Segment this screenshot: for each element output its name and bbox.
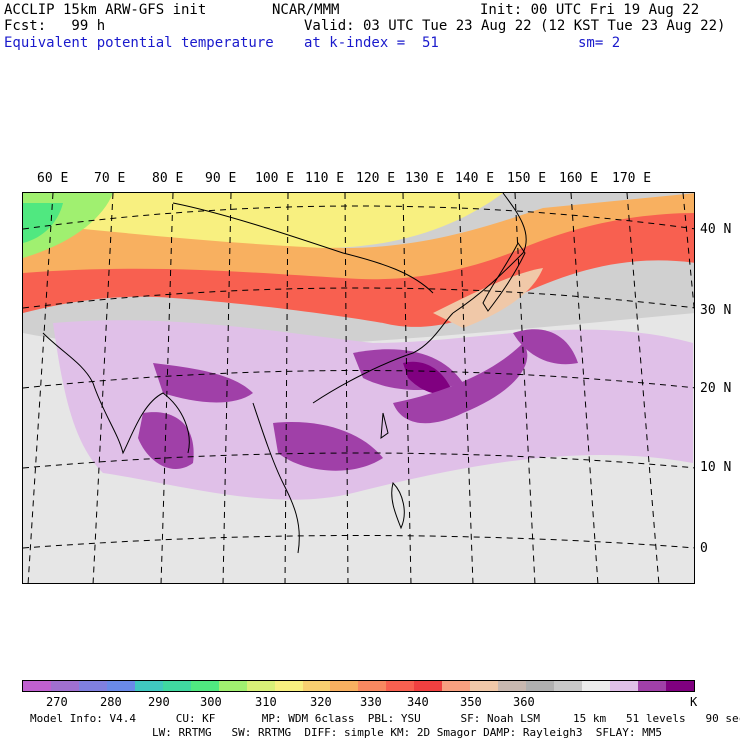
colorbar-swatch: [106, 681, 135, 691]
dark-purple-patch: [403, 361, 453, 395]
colorbar-swatch: [665, 681, 694, 691]
india-coast: [42, 332, 190, 455]
colorbar-swatch: [386, 681, 415, 691]
colorbar-swatch: [330, 681, 359, 691]
purple-patch-5: [393, 343, 528, 424]
level-info: at k-index = 51: [304, 35, 439, 51]
colorbar-unit: K: [690, 695, 698, 709]
colorbar-swatch: [582, 681, 611, 691]
mongolia-border: [172, 202, 434, 294]
org-label: NCAR/MMM: [272, 2, 340, 18]
colorbar-tick: 310: [255, 695, 277, 709]
colorbar-swatch: [162, 681, 191, 691]
philippines-outline: [391, 482, 405, 530]
lat-label: 10 N: [700, 460, 732, 475]
colorbar-swatch: [190, 681, 219, 691]
lon-label: 130 E: [405, 171, 445, 186]
japan-outline: [482, 242, 526, 312]
lon-label: 90 E: [205, 171, 237, 186]
init-time: Init: 00 UTC Fri 19 Aug 22: [480, 2, 700, 18]
colorbar-swatch: [358, 681, 387, 691]
purple-patch-1: [153, 363, 253, 403]
lat-label: 0: [700, 541, 708, 556]
colorbar-swatch: [302, 681, 331, 691]
lon-label: 80 E: [152, 171, 184, 186]
purple-patch-3: [273, 422, 383, 471]
colorbar-swatch: [470, 681, 499, 691]
theta-e-map: [23, 193, 694, 583]
colorbar-swatch: [274, 681, 303, 691]
pink-region: [433, 268, 543, 328]
forecast-hour: Fcst: 99 h: [4, 18, 106, 34]
colorbar-tick: 360: [513, 695, 535, 709]
colorbar-swatch: [498, 681, 527, 691]
colorbar-swatch: [23, 681, 51, 691]
colorbar-swatch: [442, 681, 471, 691]
lon-label: 160 E: [559, 171, 599, 186]
colorbar-tick: 270: [46, 695, 68, 709]
model-info-line2: LW: RRTMG SW: RRTMG DIFF: simple KM: 2D …: [152, 726, 662, 739]
colorbar-swatch: [637, 681, 666, 691]
china-coast: [312, 312, 454, 404]
orange-band: [23, 193, 694, 280]
lilac-region: [53, 320, 693, 500]
east-asia-coast: [452, 193, 527, 314]
colorbar-tick: 320: [310, 695, 332, 709]
colorbar-swatch: [50, 681, 79, 691]
lon-label: 100 E: [255, 171, 295, 186]
colorbar-swatch: [246, 681, 275, 691]
colorbar-tick: 290: [148, 695, 170, 709]
colorbar-swatch: [414, 681, 443, 691]
taiwan-outline: [380, 412, 389, 440]
model-info-line1: Model Info: V4.4 CU: KF MP: WDM 6class P…: [30, 712, 740, 725]
colorbar-tick: 330: [360, 695, 382, 709]
colorbar-swatch: [218, 681, 247, 691]
colorbar-swatch: [526, 681, 555, 691]
yellow-region: [23, 193, 503, 248]
colorbar-swatch: [554, 681, 583, 691]
lon-label: 120 E: [356, 171, 396, 186]
field-name: Equivalent potential temperature: [4, 35, 274, 51]
colorbar-tick: 350: [460, 695, 482, 709]
colorbar-tick: 280: [100, 695, 122, 709]
indochina-coast: [252, 402, 300, 554]
lon-label: 140 E: [455, 171, 495, 186]
coastlines: [42, 193, 527, 554]
lat-label: 20 N: [700, 381, 732, 396]
purple-patch-6: [513, 329, 578, 365]
smoothing-info: sm= 2: [578, 35, 621, 51]
lon-label: 110 E: [305, 171, 345, 186]
map-panel: [22, 192, 695, 584]
colorbar-swatch: [134, 681, 163, 691]
model-title: ACCLIP 15km ARW-GFS init: [4, 2, 207, 18]
colorbar-swatch: [78, 681, 107, 691]
lat-label: 30 N: [700, 303, 732, 318]
colorbar: [22, 680, 695, 692]
lat-label: 40 N: [700, 222, 732, 237]
colorbar-tick: 340: [407, 695, 429, 709]
colorbar-tick: 300: [200, 695, 222, 709]
valid-time: Valid: 03 UTC Tue 23 Aug 22 (12 KST Tue …: [304, 18, 726, 34]
bright-green-region: [23, 203, 63, 243]
lon-label: 150 E: [507, 171, 547, 186]
lon-label: 70 E: [94, 171, 126, 186]
colorbar-swatch: [610, 681, 638, 691]
lon-label: 60 E: [37, 171, 69, 186]
lon-label: 170 E: [612, 171, 652, 186]
